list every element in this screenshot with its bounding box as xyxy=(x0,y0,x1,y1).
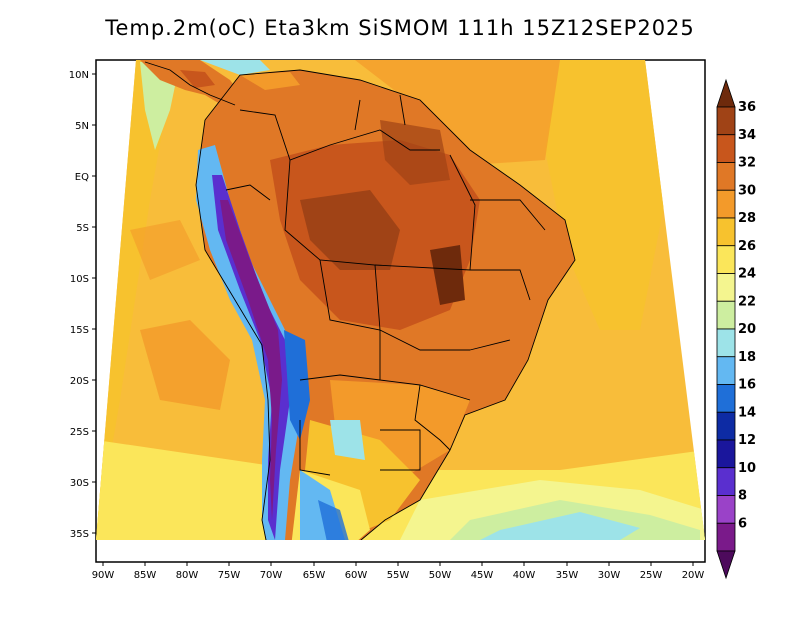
lon-label: 55W xyxy=(387,570,410,581)
colorbar-cell xyxy=(716,245,736,274)
colorbar-cell xyxy=(716,384,736,413)
lon-label: 60W xyxy=(345,570,368,581)
lon-label: 85W xyxy=(134,570,157,581)
colorbar-cell xyxy=(716,522,736,552)
lon-axis: 90W 85W 80W 75W 70W 65W 60W 55W 50W 45W … xyxy=(92,562,705,581)
lat-label: 20S xyxy=(70,376,89,387)
lon-label: 45W xyxy=(471,570,494,581)
lat-axis: 10N 5N EQ 5S 10S 15S 20S 25S 30S 35S xyxy=(69,70,96,540)
colorbar-label: 10 xyxy=(738,461,756,476)
colorbar-cell xyxy=(716,162,736,191)
lon-label: 90W xyxy=(92,570,115,581)
lon-label: 30W xyxy=(598,570,621,581)
lon-label: 40W xyxy=(513,570,536,581)
colorbar-label: 30 xyxy=(738,183,756,198)
colorbar-label: 8 xyxy=(738,489,747,504)
lon-label: 35W xyxy=(556,570,579,581)
colorbar-cell xyxy=(716,356,736,385)
colorbar-label: 6 xyxy=(738,516,747,531)
lon-label: 75W xyxy=(218,570,241,581)
colorbar-label: 26 xyxy=(738,239,756,254)
lon-label: 50W xyxy=(429,570,452,581)
colorbar-label: 18 xyxy=(738,350,756,365)
colorbar-cell xyxy=(716,134,736,163)
colorbar-top-arrow xyxy=(716,78,736,108)
lon-label: 20W xyxy=(682,570,705,581)
country-borders xyxy=(144,61,576,540)
colorbar-cell xyxy=(716,439,736,469)
colorbar-label: 36 xyxy=(738,100,756,115)
lat-label: 10S xyxy=(70,274,89,285)
lat-label: 5N xyxy=(75,121,89,132)
colorbar-cell xyxy=(716,467,736,496)
temperature-field xyxy=(96,60,705,540)
colorbar-label: 28 xyxy=(738,211,756,226)
colorbar-cell xyxy=(716,106,736,136)
colorbar-cell xyxy=(716,300,736,330)
lat-label: 5S xyxy=(76,223,89,234)
colorbar-label: 34 xyxy=(738,128,756,143)
map-title: Temp.2m(oC) Eta3km SiSMOM 111h 15Z12SEP2… xyxy=(105,16,695,40)
colorbar-cell xyxy=(716,495,736,524)
lat-label: EQ xyxy=(75,172,89,183)
lat-label: 25S xyxy=(70,427,89,438)
colorbar-label: 20 xyxy=(738,322,756,337)
lon-label: 80W xyxy=(176,570,199,581)
colorbar-label: 16 xyxy=(738,378,756,393)
lon-label: 65W xyxy=(303,570,326,581)
color-scale-legend: 36 34 32 30 28 26 24 22 20 18 16 14 12 10 8 6 xyxy=(716,78,756,580)
lon-label: 25W xyxy=(640,570,663,581)
colorbar-label: 32 xyxy=(738,156,756,171)
colorbar-bottom-arrow xyxy=(716,550,736,580)
colorbar-cell xyxy=(716,328,736,358)
lat-label: 10N xyxy=(69,70,89,81)
colorbar-label: 22 xyxy=(738,294,756,309)
lat-label: 15S xyxy=(70,325,89,336)
colorbar-cell xyxy=(716,411,736,441)
colorbar-cell xyxy=(716,273,736,302)
lat-label: 30S xyxy=(70,478,89,489)
colorbar-label: 24 xyxy=(738,267,756,282)
colorbar-cell xyxy=(716,217,736,247)
lat-label: 35S xyxy=(70,529,89,540)
lon-label: 70W xyxy=(260,570,283,581)
colorbar-label: 14 xyxy=(738,405,756,420)
colorbar-label: 12 xyxy=(738,433,756,448)
colorbar-cell xyxy=(716,189,736,219)
